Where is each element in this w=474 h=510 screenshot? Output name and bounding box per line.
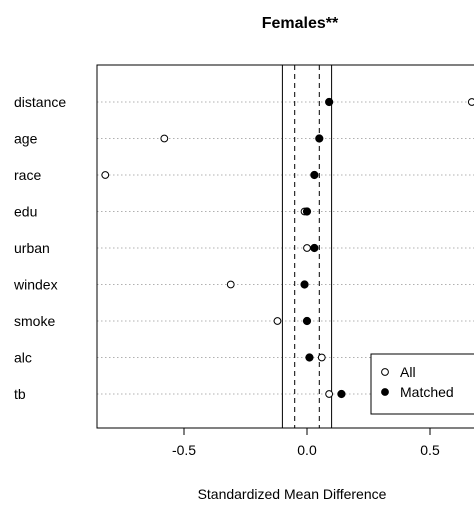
category-label: distance xyxy=(14,94,66,110)
matched-point xyxy=(300,280,309,289)
x-tick-label: 0.5 xyxy=(420,442,440,458)
matched-point xyxy=(315,134,324,143)
all-point xyxy=(226,280,235,289)
category-label: tb xyxy=(14,386,26,402)
x-axis-label: Standardized Mean Difference xyxy=(198,486,387,502)
all-point xyxy=(160,134,169,143)
x-tick-label: 0.0 xyxy=(297,442,317,458)
all-point xyxy=(303,244,311,252)
legend-label: All xyxy=(400,364,416,380)
all-point xyxy=(101,171,110,179)
matched-point xyxy=(325,97,334,107)
category-label: windex xyxy=(13,277,58,293)
chart-title: Females** xyxy=(262,15,339,32)
legend-label: Matched xyxy=(400,384,454,400)
matched-point xyxy=(310,170,319,180)
category-label: alc xyxy=(14,350,32,366)
all-point xyxy=(273,317,282,325)
matched-point xyxy=(302,207,312,216)
category-label: smoke xyxy=(14,313,55,329)
matched-point xyxy=(302,316,312,326)
all-point xyxy=(325,390,334,398)
legend-box xyxy=(370,353,474,415)
category-label: race xyxy=(14,167,41,183)
plot-frame xyxy=(96,64,474,429)
matched-point xyxy=(337,389,346,399)
category-label: edu xyxy=(14,204,37,220)
all-point xyxy=(317,353,326,362)
legend-matched-marker xyxy=(381,388,389,396)
legend-all-marker xyxy=(381,368,389,376)
category-label: age xyxy=(14,131,38,147)
matched-point xyxy=(310,243,319,253)
matched-point xyxy=(305,353,314,362)
x-tick-label: -0.5 xyxy=(172,442,196,458)
category-label: urban xyxy=(14,240,50,256)
all-point xyxy=(467,98,474,106)
